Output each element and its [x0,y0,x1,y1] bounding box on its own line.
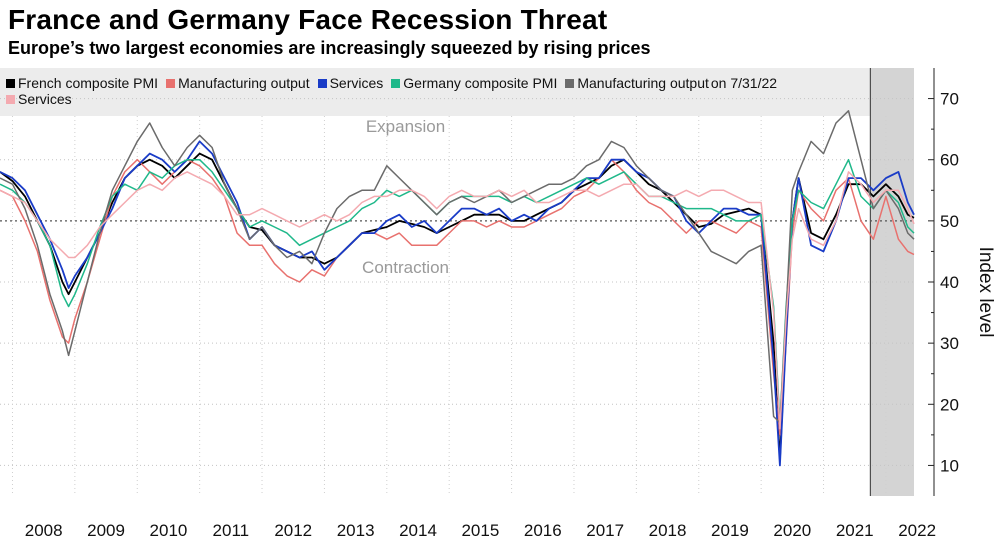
y-axis-label: Index level [975,247,996,338]
legend-band [0,68,914,116]
y-tick-label: 30 [940,334,959,353]
legend-label-germany-composite: Germany composite PMI [403,75,558,91]
series-line-germany-services [0,171,915,430]
x-tick-label: 2008 [25,521,63,540]
x-tick-label: 2009 [87,521,125,540]
x-tick-label: 2016 [524,521,562,540]
x-tick-label: 2015 [461,521,499,540]
legend-item-french-manufacturing: Manufacturing output [166,75,310,91]
legend-item-french-services: Services [317,75,384,91]
x-tick-label: 2022 [898,521,936,540]
x-tick-label: 2012 [274,521,312,540]
x-tick-label: 2020 [773,521,811,540]
legend-swatch-germany-composite [391,78,401,88]
x-tick-label: 2017 [586,521,624,540]
legend-label-germany-manufacturing: Manufacturing output [577,75,709,91]
legend-date-note: on 7/31/22 [710,75,778,91]
x-tick-label: 2010 [150,521,188,540]
x-tick-label: 2013 [337,521,375,540]
legend: French composite PMI Manufacturing outpu… [6,75,886,107]
legend-item-germany-services: Services [6,91,72,107]
y-tick-label: 70 [940,90,959,109]
legend-item-french-composite: French composite PMI [6,75,158,91]
annotation-contraction: Contraction [362,258,449,277]
legend-label-french-services: Services [329,75,384,91]
series-line-french-services [0,140,915,467]
legend-swatch-french-composite [6,78,15,88]
legend-swatch-french-services [317,78,327,88]
legend-row: French composite PMI Manufacturing outpu… [6,75,886,91]
annotation-expansion: Expansion [366,117,445,136]
legend-swatch-germany-services [6,94,15,104]
legend-label-french-composite: French composite PMI [18,75,159,91]
y-tick-label: 10 [940,456,959,475]
legend-row: Services [6,91,886,107]
legend-label-germany-services: Services [18,91,72,107]
y-tick-label: 60 [940,151,959,170]
chart-title: France and Germany Face Recession Threat [8,4,608,35]
x-tick-label: 2019 [711,521,749,540]
y-tick-label: 50 [940,212,959,231]
x-tick-label: 2018 [649,521,687,540]
y-tick-label: 20 [940,395,959,414]
legend-swatch-french-manufacturing [166,78,176,88]
x-tick-label: 2021 [836,521,874,540]
x-tick-label: 2011 [213,521,250,540]
chart-subtitle: Europe’s two largest economies are incre… [8,38,651,58]
legend-swatch-germany-manufacturing [565,78,575,88]
legend-item-germany-manufacturing: Manufacturing output on 7/31/22 [565,75,777,91]
x-tick-label: 2014 [399,521,437,540]
y-tick-label: 40 [940,273,959,292]
legend-item-germany-composite: Germany composite PMI [391,75,557,91]
legend-label-french-manufacturing: Manufacturing output [178,75,310,91]
